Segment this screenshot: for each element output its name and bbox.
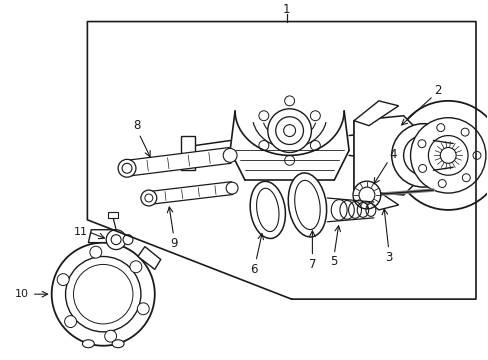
Circle shape [284, 96, 294, 106]
Polygon shape [388, 126, 408, 170]
Circle shape [118, 159, 136, 177]
Polygon shape [126, 148, 231, 176]
Polygon shape [88, 230, 118, 243]
Circle shape [284, 156, 294, 165]
Text: 4: 4 [388, 148, 396, 161]
Polygon shape [148, 182, 232, 204]
Circle shape [417, 140, 425, 148]
Circle shape [137, 303, 149, 315]
Circle shape [223, 148, 237, 162]
Circle shape [352, 181, 380, 209]
Circle shape [267, 109, 311, 152]
Text: 6: 6 [250, 263, 257, 276]
Circle shape [258, 111, 268, 121]
Circle shape [122, 163, 132, 173]
Circle shape [472, 152, 480, 159]
Circle shape [393, 101, 488, 210]
Text: 5: 5 [330, 255, 337, 268]
Text: 2: 2 [434, 85, 441, 98]
Polygon shape [138, 247, 161, 269]
Polygon shape [353, 101, 398, 126]
Circle shape [461, 174, 469, 182]
Circle shape [418, 165, 426, 172]
Circle shape [111, 235, 121, 244]
Circle shape [106, 230, 126, 249]
Circle shape [73, 265, 133, 324]
Polygon shape [108, 212, 118, 218]
Circle shape [93, 284, 113, 304]
Circle shape [437, 180, 445, 188]
Ellipse shape [294, 180, 320, 230]
Text: 8: 8 [133, 119, 141, 132]
Ellipse shape [112, 340, 124, 348]
Circle shape [81, 273, 125, 316]
Circle shape [104, 330, 116, 342]
Circle shape [439, 148, 455, 163]
Ellipse shape [256, 188, 279, 231]
Text: 3: 3 [384, 251, 392, 264]
Circle shape [310, 140, 320, 150]
Circle shape [225, 182, 238, 194]
Polygon shape [353, 116, 413, 195]
Circle shape [123, 235, 133, 244]
Circle shape [90, 246, 102, 258]
Circle shape [427, 136, 467, 175]
Circle shape [283, 125, 295, 136]
Text: 10: 10 [15, 289, 29, 299]
Circle shape [436, 123, 444, 132]
Circle shape [358, 187, 374, 203]
Circle shape [64, 316, 76, 328]
Polygon shape [353, 121, 408, 190]
Circle shape [310, 111, 320, 121]
Circle shape [403, 136, 442, 175]
Circle shape [413, 145, 432, 165]
Ellipse shape [82, 340, 94, 348]
Circle shape [144, 194, 152, 202]
Circle shape [460, 128, 468, 136]
Circle shape [130, 261, 142, 273]
Circle shape [410, 118, 485, 193]
Circle shape [57, 274, 69, 285]
Text: 9: 9 [169, 237, 177, 250]
Text: 1: 1 [282, 3, 290, 16]
Circle shape [275, 117, 303, 144]
Circle shape [65, 257, 141, 332]
Polygon shape [353, 185, 398, 210]
Text: 7: 7 [308, 258, 316, 271]
Circle shape [391, 124, 454, 187]
Ellipse shape [288, 173, 326, 237]
Polygon shape [180, 136, 195, 170]
Circle shape [141, 190, 157, 206]
Text: 11: 11 [73, 227, 87, 237]
Circle shape [258, 140, 268, 150]
Circle shape [52, 243, 155, 346]
Ellipse shape [250, 181, 285, 238]
